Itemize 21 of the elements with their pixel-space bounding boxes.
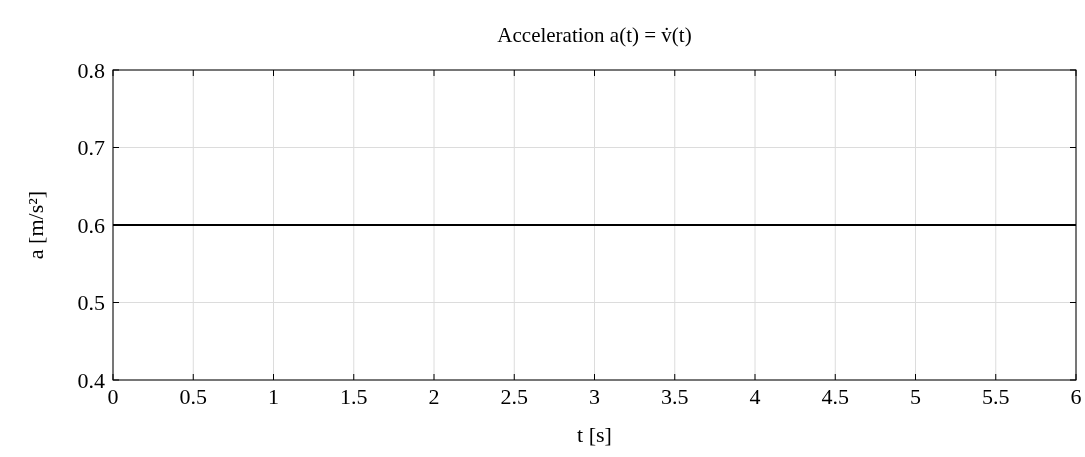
x-tick-label: 3 [589, 384, 600, 409]
x-tick-label: 0 [107, 384, 119, 409]
x-tick-label: 2 [428, 384, 440, 409]
x-tick-label: 3.5 [661, 384, 689, 409]
x-tick-label: 4 [749, 384, 761, 409]
x-tick-label: 5 [910, 384, 921, 409]
y-tick-label: 0.8 [77, 57, 105, 83]
x-tick-label: 4.5 [821, 384, 849, 409]
y-tick-label: 0.6 [77, 212, 105, 238]
x-tick-label: 0.5 [179, 384, 207, 409]
x-tick-label: 1.5 [340, 384, 368, 409]
y-tick-label: 0.7 [77, 135, 105, 161]
chart-title: Acceleration a(t) = v̇(t) [497, 23, 692, 47]
x-tick-label: 6 [1070, 384, 1082, 409]
y-axis-title: a [m/s²] [23, 190, 48, 260]
y-tick-label: 0.4 [77, 367, 105, 393]
x-axis-title: t [s] [577, 422, 612, 447]
y-tick-label: 0.5 [77, 290, 105, 316]
x-tick-label: 1 [268, 384, 279, 409]
x-tick-label: 5.5 [982, 384, 1010, 409]
x-tick-label: 2.5 [500, 384, 528, 409]
